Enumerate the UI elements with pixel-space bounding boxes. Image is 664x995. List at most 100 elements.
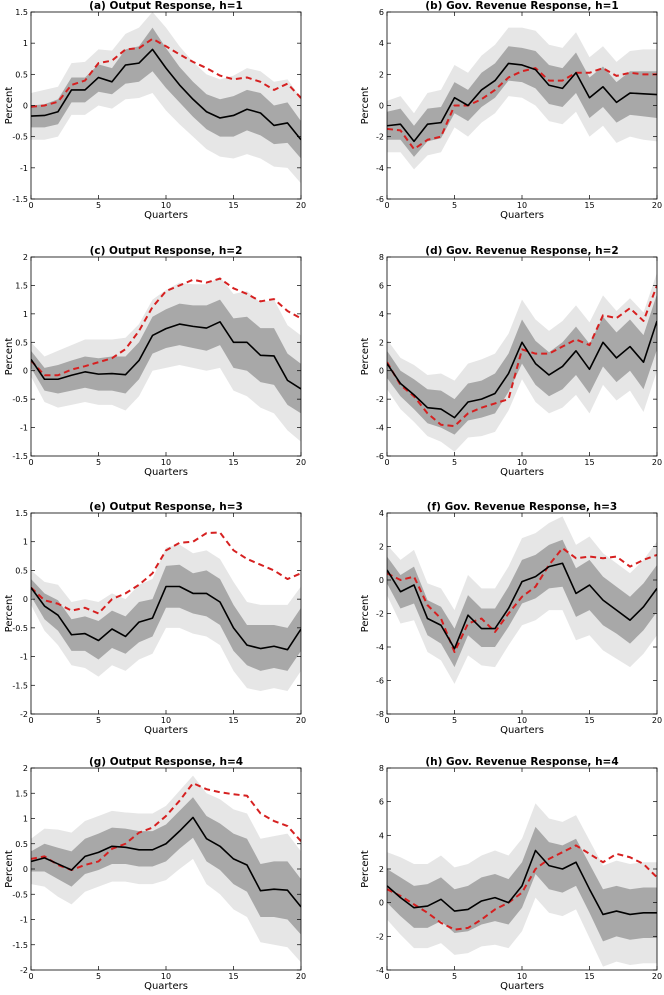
- y-tick-label: -1: [20, 653, 28, 662]
- y-tick-label: -6: [376, 195, 384, 204]
- y-tick-label: 8: [379, 764, 384, 773]
- x-tick-label: 10: [161, 716, 171, 725]
- x-tick-label: 10: [161, 201, 171, 210]
- y-tick-label: -0.5: [12, 624, 28, 633]
- y-tick-label: 4: [379, 509, 384, 518]
- x-axis-label: Quarters: [500, 981, 544, 992]
- x-tick-label: 15: [228, 716, 238, 725]
- x-tick-label: 15: [228, 972, 238, 981]
- panel-6: 0 5 10 15 20 -2 -1.5 -1 -0.5 0 0.5 1 1.5 2 (g) Output …: [4, 756, 306, 992]
- x-tick-label: 15: [584, 972, 594, 981]
- y-axis-label: Percent: [4, 338, 15, 376]
- panel-title: (b) Gov. Revenue Response, h=1: [425, 0, 618, 12]
- plot-area: [31, 531, 301, 692]
- plot-area: [31, 12, 301, 184]
- y-tick-label: -4: [376, 164, 384, 173]
- x-tick-label: 20: [652, 972, 662, 981]
- x-tick-label: 10: [161, 972, 171, 981]
- panel-title: (c) Output Response, h=2: [90, 245, 243, 257]
- y-tick-label: -2: [376, 932, 384, 941]
- y-axis-label: Percent: [360, 595, 371, 633]
- y-tick-label: 0: [23, 865, 28, 874]
- y-tick-label: -4: [376, 424, 384, 433]
- x-tick-label: 0: [28, 716, 33, 725]
- inner-confidence-band: [31, 27, 301, 159]
- panel-4: 0 5 10 15 20 -2 -1.5 -1 -0.5 0 0.5 1 1.5 (e) Output R…: [4, 501, 306, 736]
- x-tick-label: 15: [584, 458, 594, 467]
- x-axis-label: Quarters: [500, 467, 544, 478]
- x-tick-label: 10: [161, 458, 171, 467]
- inner-confidence-band: [387, 539, 657, 668]
- y-tick-label: 6: [379, 798, 384, 807]
- y-tick-label: 1: [23, 815, 28, 824]
- x-tick-label: 5: [96, 972, 101, 981]
- y-tick-label: 1: [23, 310, 28, 319]
- y-tick-label: -0.5: [12, 395, 28, 404]
- median-response-line: [387, 320, 657, 419]
- y-tick-label: 0.5: [15, 338, 28, 347]
- y-axis-label: Percent: [360, 338, 371, 376]
- y-tick-label: -2: [20, 966, 28, 975]
- y-tick-label: 2: [23, 253, 28, 262]
- median-response-line: [387, 62, 657, 143]
- y-axis-label: Percent: [4, 595, 15, 633]
- panel-5: 0 5 10 15 20 -8 -6 -4 -2 0 2 4 (f) Gov. Revenue Resp…: [360, 501, 662, 736]
- panel-title: (f) Gov. Revenue Response, h=3: [427, 501, 617, 513]
- outer-confidence-band: [387, 27, 657, 170]
- y-tick-label: -8: [376, 710, 384, 719]
- plot-area: [31, 775, 301, 963]
- x-tick-label: 5: [96, 716, 101, 725]
- x-tick-label: 0: [384, 972, 389, 981]
- x-axis-label: Quarters: [500, 725, 544, 736]
- plot-area: [387, 27, 657, 170]
- x-tick-label: 20: [652, 458, 662, 467]
- y-tick-label: 1.5: [15, 789, 28, 798]
- y-tick-label: -2: [20, 710, 28, 719]
- x-tick-label: 5: [452, 201, 457, 210]
- x-tick-label: 0: [28, 458, 33, 467]
- x-tick-label: 10: [517, 716, 527, 725]
- y-tick-label: 6: [379, 8, 384, 17]
- alt-response-line: [31, 782, 301, 872]
- y-tick-label: 0.5: [15, 70, 28, 79]
- inner-confidence-band: [31, 564, 301, 671]
- y-tick-label: 2: [379, 543, 384, 552]
- y-tick-label: 2: [23, 764, 28, 773]
- alt-response-line: [387, 844, 657, 931]
- alt-response-line: [31, 531, 301, 615]
- y-tick-label: 8: [379, 253, 384, 262]
- plot-area: [387, 516, 657, 684]
- panel-title: (g) Output Response, h=4: [89, 756, 243, 768]
- median-response-line: [387, 849, 657, 916]
- y-tick-label: 1: [23, 538, 28, 547]
- median-response-line: [31, 321, 301, 390]
- y-tick-label: 2: [379, 865, 384, 874]
- y-tick-label: -2: [376, 133, 384, 142]
- panel-title: (d) Gov. Revenue Response, h=2: [425, 245, 618, 257]
- alt-response-line: [31, 277, 301, 377]
- y-tick-label: -4: [376, 966, 384, 975]
- y-tick-label: 0: [23, 367, 28, 376]
- x-tick-label: 5: [452, 458, 457, 467]
- panel-2: 0 5 10 15 20 -1.5 -1 -0.5 0 0.5 1 1.5 2 (c) Output Re…: [4, 245, 306, 478]
- x-tick-label: 0: [28, 201, 33, 210]
- panel-3: 0 5 10 15 20 -6 -4 -2 0 2 4 6 8 (d) Gov. Revenue Resp…: [360, 245, 662, 478]
- y-tick-label: 2: [379, 70, 384, 79]
- panel-7: 0 5 10 15 20 -4 -2 0 2 4 6 8 (h) Gov. Revenue Respon…: [360, 756, 662, 992]
- x-tick-label: 20: [296, 716, 306, 725]
- y-tick-label: -1.5: [12, 681, 28, 690]
- inner-confidence-band: [387, 293, 657, 435]
- x-tick-label: 5: [96, 201, 101, 210]
- inner-confidence-band: [31, 299, 301, 414]
- x-tick-label: 20: [652, 201, 662, 210]
- x-tick-label: 15: [228, 458, 238, 467]
- y-tick-label: 0: [379, 899, 384, 908]
- x-tick-label: 0: [384, 458, 389, 467]
- y-tick-label: -1.5: [12, 195, 28, 204]
- median-response-line: [31, 48, 301, 141]
- x-tick-label: 20: [296, 201, 306, 210]
- x-tick-label: 0: [384, 201, 389, 210]
- panel-0: 0 5 10 15 20 -1.5 -1 -0.5 0 0.5 1 1.5 (a) Output Res…: [4, 0, 306, 221]
- y-tick-label: 0: [379, 102, 384, 111]
- y-tick-label: 4: [379, 831, 384, 840]
